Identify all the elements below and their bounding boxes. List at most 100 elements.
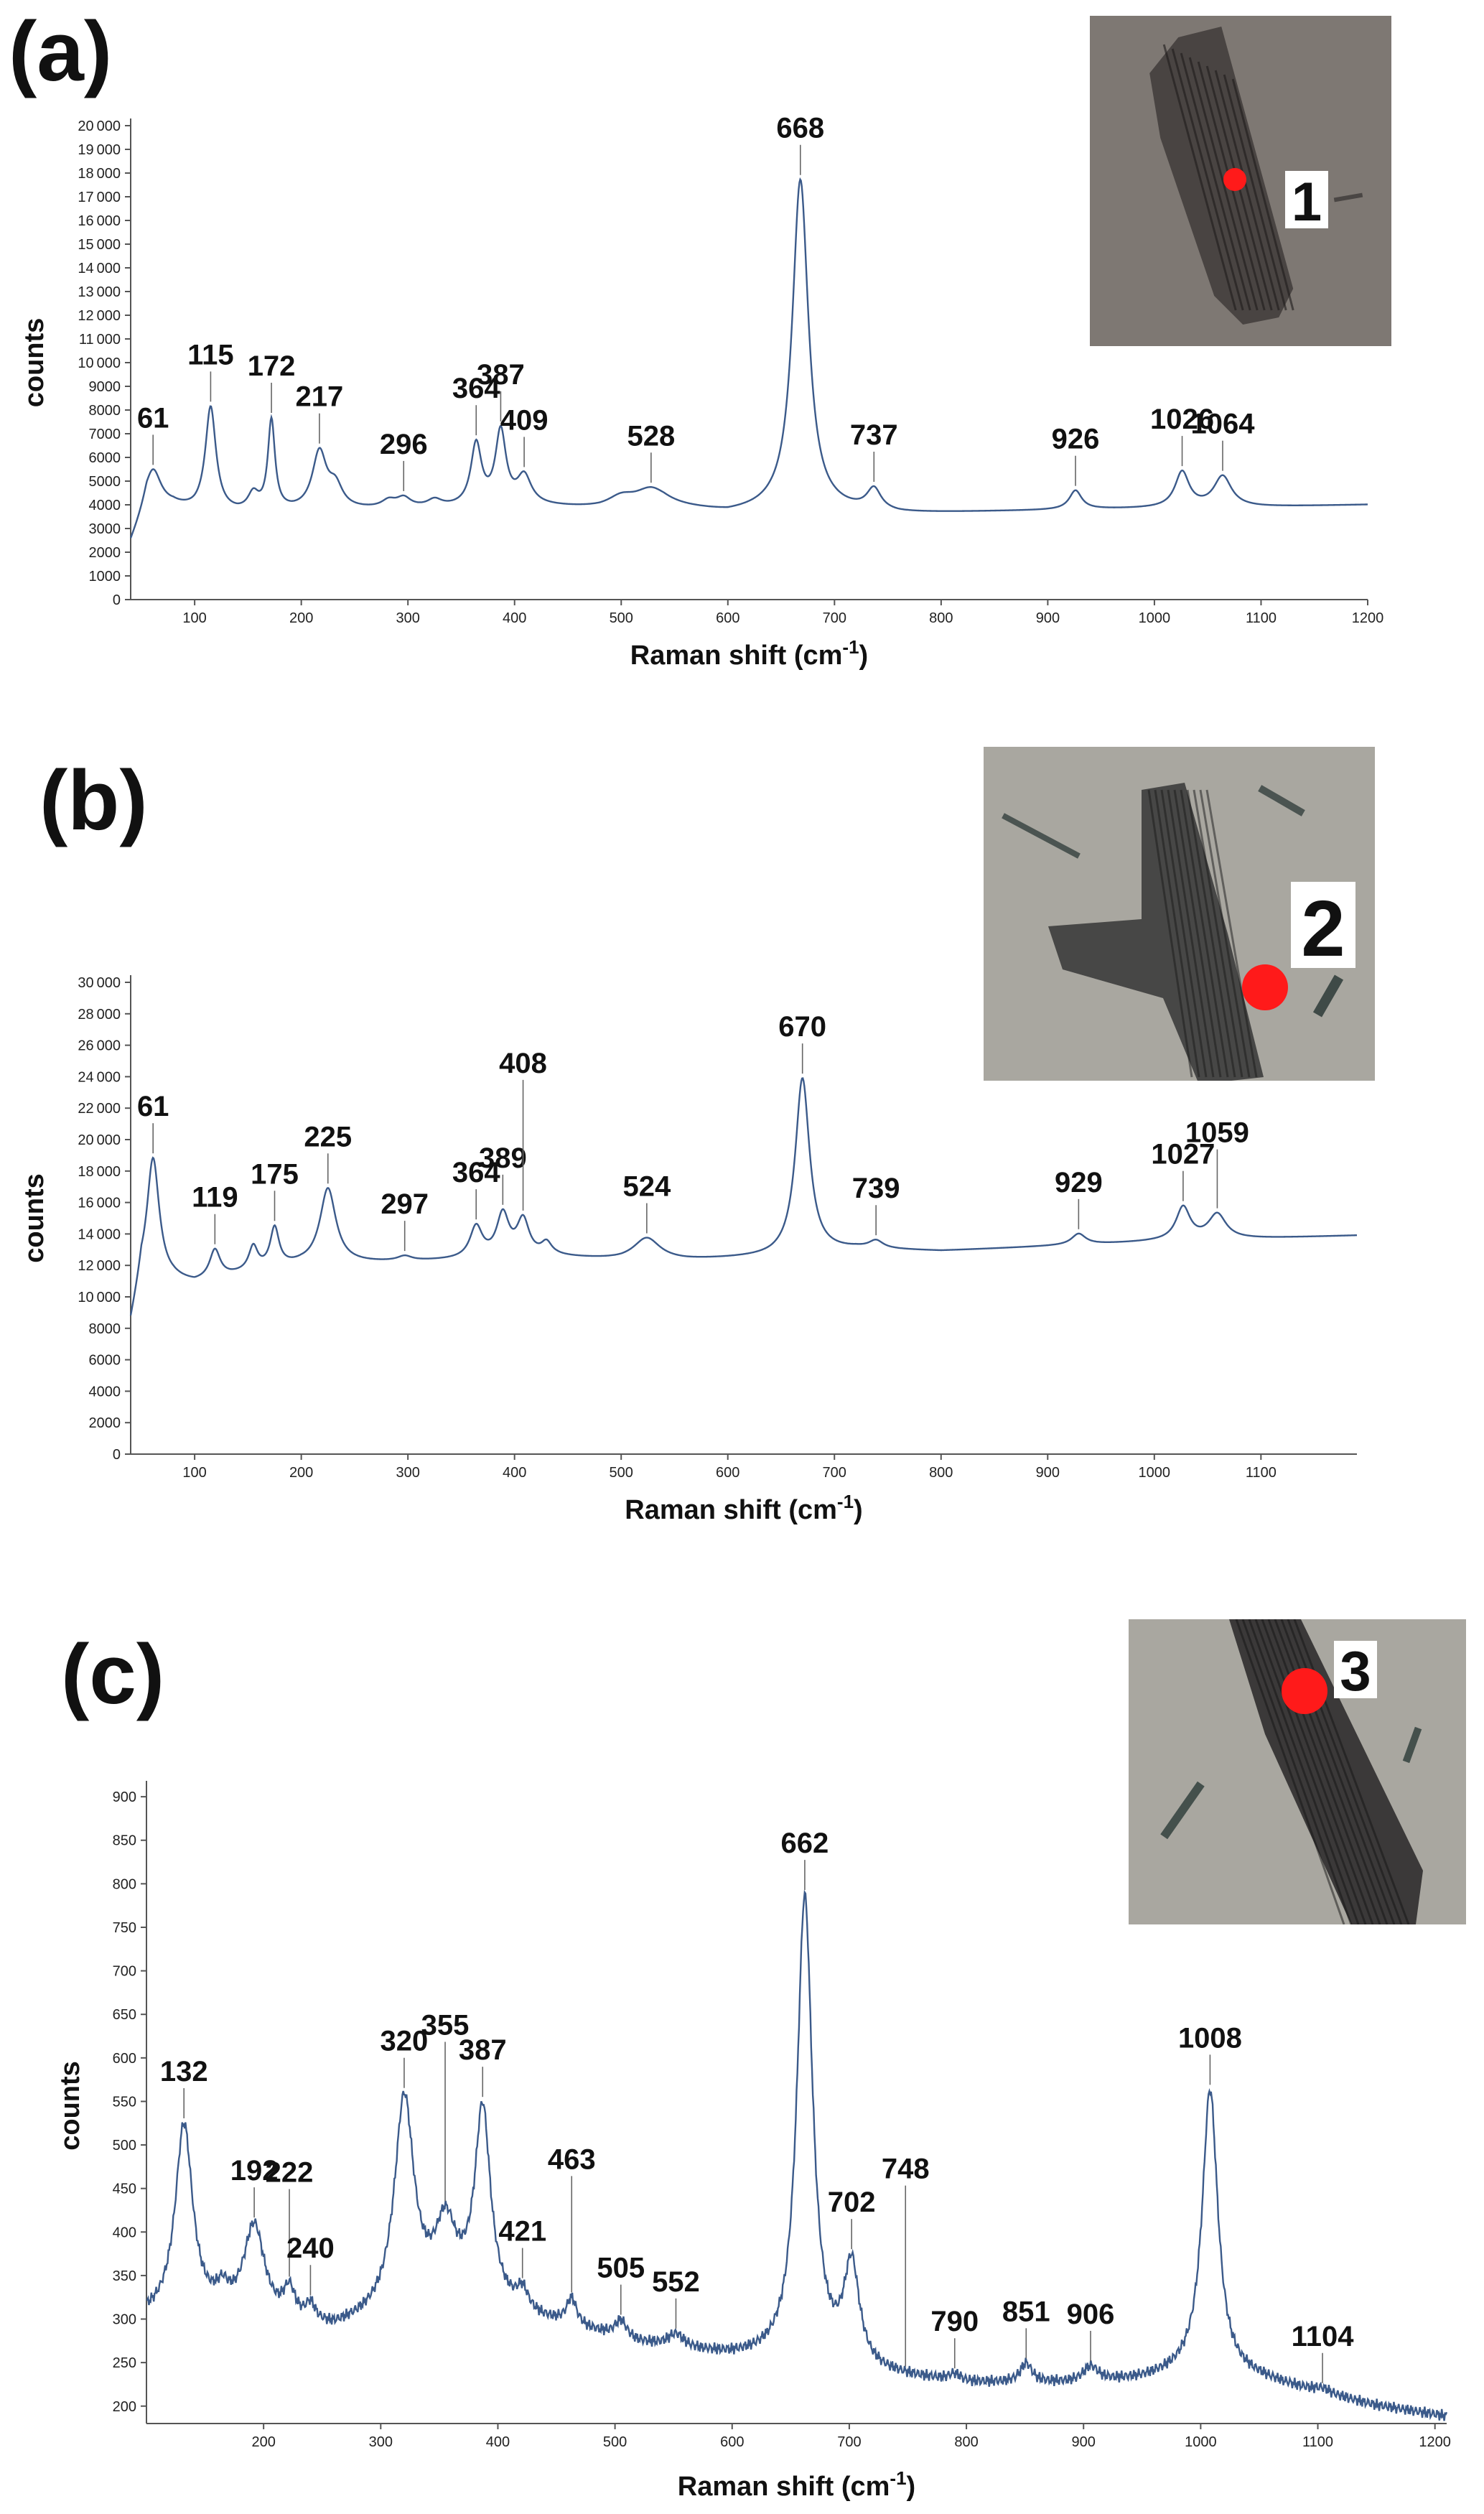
y-tick-label: 250 — [113, 2355, 136, 2371]
peak-label-739: 739 — [852, 1173, 900, 1204]
peak-label-524: 524 — [622, 1171, 671, 1203]
y-tick-label: 4000 — [89, 1384, 121, 1400]
x-tick-label: 1000 — [1139, 1465, 1171, 1481]
x-tick-label: 900 — [1072, 2434, 1096, 2450]
chart-panel-2: (b) 0 2000 4000 6000 8000 10 000 12 000 14 000 16… — [19, 747, 1375, 1525]
x-tick-label: 1100 — [1246, 610, 1277, 626]
peak-label-505: 505 — [597, 2253, 645, 2284]
measurement-spot-1 — [1223, 168, 1246, 191]
peak-label-421: 421 — [498, 2216, 546, 2248]
y-tick-label: 20 000 — [78, 118, 121, 134]
x-tick-label: 600 — [716, 610, 739, 626]
x-tick-label: 800 — [929, 1465, 953, 1481]
peak-label-929: 929 — [1055, 1167, 1103, 1198]
charts-root: (a)0100020003000400050006000700080009000… — [9, 4, 1466, 2502]
peak-label-409: 409 — [500, 404, 549, 436]
x-tick-label: 100 — [182, 610, 206, 626]
x-tick-label: 1100 — [1302, 2434, 1333, 2450]
y-tick-label: 28 000 — [78, 1007, 121, 1023]
x-tick-label: 300 — [396, 1465, 419, 1481]
y-tick-label: 12 000 — [78, 1258, 121, 1274]
y-tick-label: 2000 — [89, 545, 121, 561]
peak-label-1104: 1104 — [1292, 2321, 1355, 2352]
y-tick-label: 30 000 — [78, 975, 121, 991]
peak-label-702: 702 — [828, 2187, 876, 2218]
x-tick-label: 1100 — [1246, 1465, 1277, 1481]
x-tick-label: 1200 — [1352, 610, 1384, 626]
x-tick-label: 800 — [929, 610, 953, 626]
y-tick-label: 9000 — [89, 379, 121, 395]
x-tick-label: 100 — [182, 1465, 206, 1481]
measurement-spot-2 — [1242, 964, 1288, 1010]
y-tick-label: 8000 — [89, 1321, 121, 1337]
y-tick-label: 15 000 — [78, 237, 121, 253]
y-tick-label: 4000 — [89, 498, 121, 513]
peak-label-1027: 1027 — [1151, 1139, 1215, 1170]
peak-label-737: 737 — [850, 419, 898, 451]
y-tick-label: 11 000 — [79, 332, 121, 348]
peak-label-668: 668 — [776, 113, 824, 144]
spot-number-1: 1 — [1292, 172, 1322, 233]
y-tick-label: 1000 — [89, 569, 121, 585]
panel-label: (c) — [61, 1627, 164, 1722]
x-tick-label: 900 — [1036, 1465, 1060, 1481]
y-tick-label: 2000 — [89, 1415, 121, 1431]
peak-label-408: 408 — [499, 1048, 547, 1079]
spectrum-line — [129, 1077, 1358, 1316]
y-tick-label: 350 — [113, 2268, 136, 2284]
x-tick-label: 400 — [486, 2434, 510, 2450]
x-tick-label: 1000 — [1139, 610, 1171, 626]
peak-label-463: 463 — [548, 2143, 596, 2175]
peak-label-790: 790 — [930, 2306, 979, 2337]
peak-label-552: 552 — [652, 2266, 700, 2298]
peak-label-1064: 1064 — [1191, 409, 1256, 440]
y-tick-label: 200 — [113, 2399, 136, 2415]
panel-label: (b) — [39, 753, 148, 848]
peak-label-528: 528 — [627, 420, 675, 452]
x-tick-label: 300 — [369, 2434, 393, 2450]
peak-label-1008: 1008 — [1178, 2022, 1242, 2054]
x-axis-title: Raman shift (cm-1) — [625, 1491, 862, 1525]
peak-label-320: 320 — [381, 2026, 429, 2057]
y-tick-label: 550 — [113, 2094, 136, 2110]
x-tick-label: 1200 — [1419, 2434, 1451, 2450]
peak-label-387: 387 — [459, 2034, 507, 2066]
spot-number-background — [1334, 1641, 1377, 1698]
y-tick-label: 14 000 — [78, 1226, 121, 1242]
panel-label: (a) — [9, 4, 112, 99]
x-tick-label: 200 — [251, 2434, 275, 2450]
y-tick-label: 20 000 — [78, 1132, 121, 1148]
peak-label-225: 225 — [304, 1121, 352, 1153]
x-tick-label: 1000 — [1185, 2434, 1217, 2450]
y-tick-label: 18 000 — [78, 1164, 121, 1180]
y-tick-label: 800 — [113, 1876, 136, 1892]
y-tick-label: 850 — [113, 1833, 136, 1849]
x-tick-label: 900 — [1036, 610, 1060, 626]
chart-panel-1: (a) 0 1000 2000 3000 4000 5000 6000 7000 8000 9000… — [9, 4, 1391, 671]
y-tick-label: 19 000 — [78, 142, 121, 158]
peak-label-217: 217 — [296, 381, 344, 413]
chart-panel-3: (c) 200 250 300 350 400 450 500 550 600 650 700 750 8… — [55, 1619, 1466, 2502]
y-tick-label: 3000 — [89, 521, 121, 537]
y-tick-label: 12 000 — [78, 308, 121, 324]
micrograph-image-2 — [984, 747, 1375, 1081]
y-tick-label: 26 000 — [78, 1038, 121, 1054]
spot-number-2: 2 — [1301, 885, 1345, 973]
y-tick-label: 0 — [113, 592, 121, 608]
peak-label-61: 61 — [137, 1091, 169, 1122]
y-tick-label: 6000 — [89, 1353, 121, 1369]
y-axis-title: counts — [19, 318, 50, 408]
spot-number-3: 3 — [1340, 1639, 1371, 1703]
micrograph-image-3 — [1129, 1619, 1466, 1924]
x-tick-label: 400 — [503, 610, 526, 626]
x-tick-label: 200 — [289, 610, 313, 626]
y-tick-label: 16 000 — [78, 1196, 121, 1211]
peak-label-61: 61 — [137, 402, 169, 434]
y-tick-label: 10 000 — [78, 1290, 121, 1305]
y-tick-label: 750 — [113, 1920, 136, 1936]
peak-label-115: 115 — [187, 339, 234, 371]
peak-label-132: 132 — [160, 2056, 208, 2087]
x-tick-label: 600 — [716, 1465, 739, 1481]
peak-label-172: 172 — [248, 350, 296, 382]
